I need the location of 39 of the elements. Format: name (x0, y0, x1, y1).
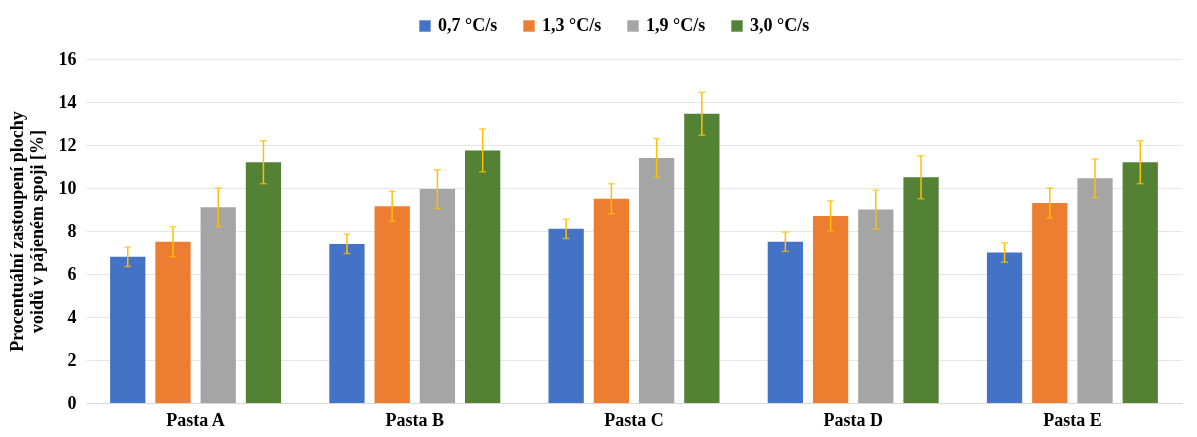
y-axis-title: Procentuální zastoupení plochy voidů v pájeném spoji [%] (6, 111, 47, 352)
y-tick-label: 8 (67, 220, 77, 241)
x-tick-label: Pasta E (1043, 409, 1102, 430)
bar (1122, 162, 1158, 403)
y-tick-label: 16 (58, 48, 77, 69)
bar (903, 177, 939, 403)
bar (329, 243, 365, 403)
y-tick-label: 6 (67, 263, 77, 284)
y-tick-label: 4 (67, 306, 77, 327)
bar (684, 113, 720, 403)
y-tick-label: 14 (58, 91, 77, 112)
x-tick-label: Pasta A (166, 409, 225, 430)
bar (812, 215, 849, 403)
bar (1032, 203, 1068, 403)
bar (858, 209, 894, 403)
bar (110, 256, 146, 403)
bar (1077, 178, 1113, 403)
bar (419, 189, 456, 403)
bar (200, 207, 236, 403)
bar (767, 241, 803, 403)
legend-label: 1,9 °C/s (646, 15, 706, 35)
y-tick-label: 12 (58, 134, 77, 155)
y-tick-label: 10 (58, 177, 77, 198)
bar (986, 252, 1023, 403)
y-tick-label: 2 (67, 349, 77, 370)
bar (155, 241, 191, 403)
bar (245, 162, 282, 403)
legend-label: 0,7 °C/s (438, 15, 498, 35)
legend-label: 3,0 °C/s (750, 15, 810, 35)
x-tick-label: Pasta C (604, 409, 664, 430)
bar (374, 206, 410, 403)
bar (593, 198, 630, 403)
legend-label: 1,3 °C/s (542, 15, 602, 35)
bar (465, 150, 501, 403)
bar (548, 228, 584, 403)
x-tick-label: Pasta B (385, 409, 445, 430)
x-tick-label: Pasta D (823, 409, 883, 430)
y-tick-label: 0 (67, 392, 77, 413)
bar (638, 157, 675, 403)
